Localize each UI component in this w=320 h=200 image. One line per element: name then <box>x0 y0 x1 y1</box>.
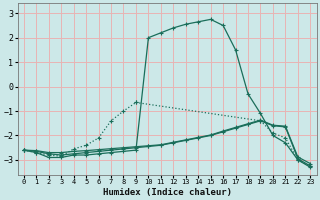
X-axis label: Humidex (Indice chaleur): Humidex (Indice chaleur) <box>103 188 232 197</box>
